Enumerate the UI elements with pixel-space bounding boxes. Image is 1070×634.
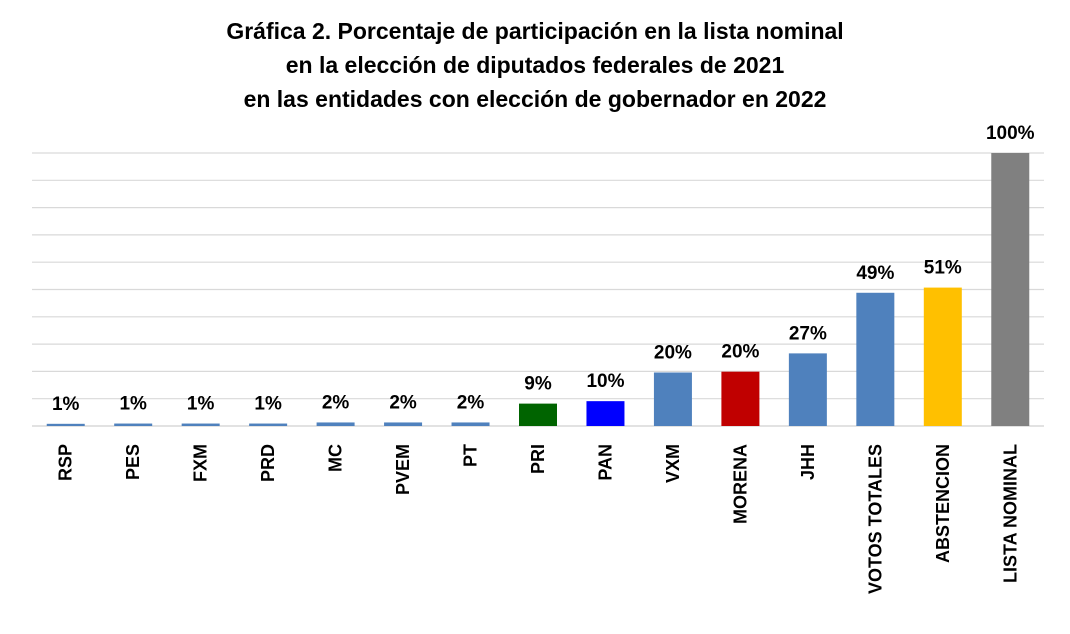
bar-abstencion (923, 287, 962, 426)
data-label-fxm: 1% (187, 394, 215, 415)
data-label-vxm: 20% (654, 342, 692, 363)
data-label-abstencion: 51% (924, 258, 962, 279)
bar-lista-nominal (991, 153, 1030, 426)
chart-title-line-3: en las entidades con elección de goberna… (243, 86, 827, 112)
tick-label-fxm: FXM (191, 444, 211, 482)
bar-rsp (46, 423, 85, 426)
tick-label-pri: PRI (528, 444, 548, 474)
tick-label-morena: MORENA (730, 444, 750, 524)
bar-pes (114, 423, 153, 426)
tick-label-prd: PRD (258, 444, 278, 482)
chart-title-line-2: en la elección de diputados federales de… (285, 52, 785, 78)
chart-title-line-1: Gráfica 2. Porcentaje de participación e… (226, 18, 844, 44)
bar-morena (721, 371, 760, 426)
data-label-jhh: 27% (789, 323, 827, 344)
data-label-votos-totales: 49% (856, 263, 894, 284)
data-label-prd: 1% (254, 394, 282, 415)
data-label-lista-nominal: 100% (986, 123, 1035, 144)
bar-pri (519, 403, 557, 426)
data-label-pan: 10% (586, 371, 624, 392)
data-label-morena: 20% (721, 342, 759, 363)
data-label-pt: 2% (457, 392, 485, 413)
tick-label-lista-nominal: LISTA NOMINAL (1000, 444, 1020, 583)
data-label-mc: 2% (322, 392, 350, 413)
bar-vxm (653, 372, 692, 426)
bar-pt (451, 422, 490, 426)
tick-label-pes: PES (123, 444, 143, 480)
tick-label-rsp: RSP (56, 444, 76, 481)
bar-mc (316, 422, 355, 426)
tick-label-pt: PT (461, 444, 481, 467)
data-label-pes: 1% (119, 394, 147, 415)
bar-prd (249, 423, 288, 426)
tick-label-pvem: PVEM (393, 444, 413, 495)
bar-jhh (788, 353, 827, 426)
tick-label-votos-totales: VOTOS TOTALES (865, 444, 885, 594)
bar-votos-totales (856, 292, 895, 426)
tick-label-pan: PAN (595, 444, 615, 481)
bar-fxm (181, 423, 220, 426)
data-label-pri: 9% (524, 374, 552, 395)
bar-pvem (384, 422, 423, 426)
tick-label-abstencion: ABSTENCION (933, 444, 953, 563)
bar-pan (586, 401, 625, 426)
chart-title: Gráfica 2. Porcentaje de participación e… (0, 14, 1070, 116)
data-label-pvem: 2% (389, 392, 417, 413)
tick-label-mc: MC (326, 444, 346, 472)
data-label-rsp: 1% (52, 394, 80, 415)
tick-label-vxm: VXM (663, 444, 683, 483)
tick-label-jhh: JHH (798, 444, 818, 480)
